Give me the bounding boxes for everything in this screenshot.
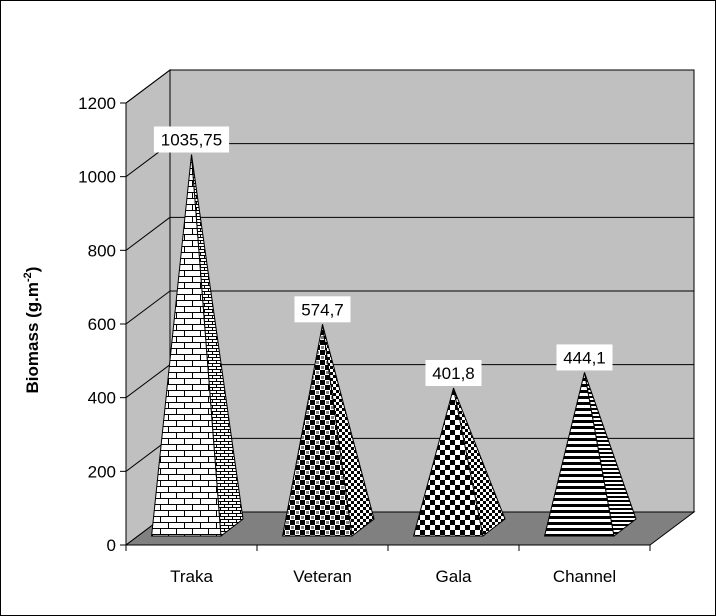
y-tick-label: 1000 xyxy=(78,168,116,187)
gridline-side xyxy=(125,290,171,325)
y-tick-label: 400 xyxy=(88,389,116,408)
pyramid-side-gala xyxy=(453,387,506,537)
x-tick-label: Traka xyxy=(170,567,213,586)
y-tick-label: 800 xyxy=(88,241,116,260)
pyramid-side-veteran xyxy=(322,324,375,537)
tick-labels: 0 200 400 600 800 1000 1200 Traka Veteran Gala Cha… xyxy=(78,94,616,586)
data-label: 1035,75 xyxy=(161,130,222,149)
gridlines xyxy=(125,69,694,472)
data-labels: 1035,75 574,7 401,8 444,1 xyxy=(153,126,613,387)
data-label: 444,1 xyxy=(563,348,606,367)
pyramid-side-traka xyxy=(191,154,244,537)
x-tick-label: Veteran xyxy=(293,567,352,586)
y-tick-label: 0 xyxy=(107,536,116,555)
data-label-box xyxy=(294,296,351,323)
axes xyxy=(120,102,651,551)
x-tick-label: Channel xyxy=(553,567,616,586)
data-label-box xyxy=(425,360,482,387)
pyramid-bars xyxy=(151,154,637,537)
y-tick-label: 600 xyxy=(88,315,116,334)
data-label: 574,7 xyxy=(301,300,344,319)
data-label-box xyxy=(556,344,613,371)
y-tick-label: 1200 xyxy=(78,94,116,113)
data-label: 401,8 xyxy=(432,364,475,383)
pyramid-side-channel xyxy=(584,372,637,537)
y-axis-title: Biomass (g.m-2) xyxy=(22,267,42,394)
gridline-side xyxy=(125,364,171,399)
x-tick-label: Gala xyxy=(436,567,472,586)
y-tick-label: 200 xyxy=(88,462,116,481)
data-label-box xyxy=(153,126,230,153)
gridline-side xyxy=(125,216,171,251)
gridline-side xyxy=(125,69,171,104)
